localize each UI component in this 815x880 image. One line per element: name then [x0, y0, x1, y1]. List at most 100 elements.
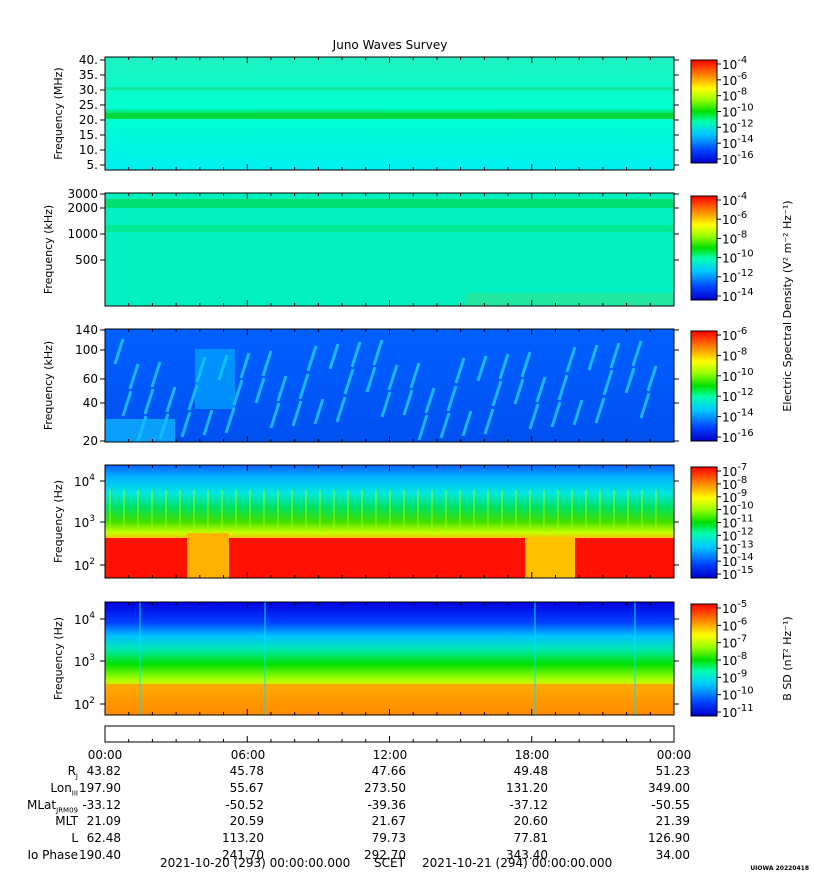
burst-streak [565, 346, 577, 373]
y-axis-label: Frequency (kHz) [42, 205, 55, 294]
ephem-value: -33.12 [82, 797, 121, 812]
cbar-tick-label: 10-5 [722, 599, 747, 616]
y-tick-label: 35. [79, 68, 98, 82]
y-tick-label: 3000 [67, 187, 98, 201]
cbar-tick-label: 10-9 [722, 668, 747, 685]
ephem-label: MLatJRM09 [27, 797, 78, 814]
ephem-value: 21.67 [371, 814, 406, 829]
low-emission [105, 419, 175, 442]
ephem-label: LonIII [50, 780, 78, 798]
cbar-tick-label: 10-6 [722, 326, 747, 343]
burst-streak [409, 362, 421, 389]
y-tick-label: 60 [83, 372, 98, 386]
cbar-tick-label: 10-12 [722, 387, 754, 404]
low-band [465, 293, 674, 306]
ephem-value: 21.39 [655, 814, 690, 829]
burst-streak [624, 367, 636, 394]
time-label: 18:00 [514, 748, 550, 762]
y-tick-label: 104 [74, 473, 95, 489]
ephem-value: 62.48 [86, 831, 121, 846]
ephem-value: 197.90 [79, 780, 121, 795]
burst-streak [528, 403, 540, 430]
burst-streak [461, 410, 473, 437]
colorbar-1 [690, 59, 718, 164]
cbar-tick-label: 10-4 [722, 191, 747, 208]
band-30mhz [105, 87, 674, 90]
y-tick-label: 102 [74, 696, 95, 712]
y-tick-label: 10. [79, 143, 98, 157]
cbar-tick-label: 10-8 [722, 651, 747, 668]
y-tick-label: 100 [75, 343, 98, 357]
ephem-label: RJ [67, 764, 78, 781]
gap-2 [525, 537, 575, 578]
burst-streak [343, 368, 355, 395]
burst-streak [483, 408, 495, 435]
burst-streak [328, 343, 340, 370]
ephem-value: 126.90 [648, 831, 690, 846]
spectrogram-2 [105, 193, 674, 306]
panel-3: 140 100 60 40 20 Frequency (kHz) 10-6 10-8 10-10… [42, 323, 754, 448]
burst-streak [491, 380, 503, 407]
cbar-tick-label: 10-16 [722, 428, 754, 445]
burst-streak [350, 341, 362, 368]
burst-streak [121, 390, 133, 417]
y-tick-label: 15. [79, 128, 98, 142]
ephem-value: 273.50 [364, 780, 406, 795]
ephem-value: 49.48 [513, 764, 548, 778]
ephem-value: 43.82 [86, 764, 121, 778]
ephem-value: 45.78 [229, 764, 264, 778]
emission-patch [195, 349, 235, 409]
footer-scet: SCET [374, 856, 405, 870]
ephem-value: 292.70 [364, 848, 406, 862]
burst-streak [609, 342, 621, 369]
y-tick-label: 40 [83, 396, 98, 410]
burst-streak [276, 375, 288, 402]
ephem-value: 190.40 [79, 848, 121, 862]
burst-streak [254, 377, 266, 404]
ephem-value: 55.67 [229, 780, 264, 795]
burst-streak [165, 386, 177, 413]
y-tick-label: 104 [74, 611, 95, 627]
footer-start: 2021-10-20 (293) 00:00:00.000 [160, 856, 351, 870]
colorbar-label: B SD (nT² Hz⁻¹) [781, 616, 794, 700]
y-tick-label: 40. [79, 53, 98, 67]
cbar-tick-label: 10-6 [722, 71, 747, 88]
burst-streak [335, 396, 347, 423]
cbar-tick-label: 10-16 [722, 150, 754, 167]
burst-streak [631, 340, 643, 367]
burst-streak [113, 338, 125, 365]
cbar-tick-label: 10-14 [722, 134, 754, 151]
cbar-tick-label: 10-10 [722, 249, 754, 266]
credit-label: UIOWA 20220418 [750, 865, 809, 872]
burst-streak [572, 399, 584, 426]
y-tick-label: 103 [74, 514, 95, 530]
burst-streak [594, 397, 606, 424]
burst-streak [550, 401, 562, 428]
band-1mhz [105, 225, 674, 232]
cbar-tick-label: 10-15 [722, 565, 754, 582]
y-tick-label: 102 [74, 557, 95, 573]
burst-streak [150, 361, 162, 388]
y-tick-label: 500 [75, 253, 98, 267]
cbar-tick-label: 10-10 [722, 103, 754, 120]
burst-streak [269, 402, 281, 429]
ephem-value: -50.52 [225, 797, 264, 812]
time-label: 12:00 [372, 748, 408, 762]
y-tick-label: 103 [74, 653, 95, 669]
cbar-tick-label: 10-12 [722, 268, 754, 285]
burst-streak [498, 353, 510, 380]
panel-1: 40.35.30.25.20.15.10.5. Frequency (MHz) 10… [52, 53, 754, 172]
burst-streak [128, 363, 140, 390]
y-tick-label: 25. [79, 98, 98, 112]
burst-streak [180, 411, 192, 438]
burst-streak [387, 364, 399, 391]
burst-streak [417, 414, 429, 441]
colorbar-5 [690, 603, 718, 717]
ephem-value: 113.20 [222, 831, 264, 846]
cbar-tick-label: 10-8 [722, 87, 747, 104]
cbar-tick-label: 10-10 [722, 367, 754, 384]
ephem-value: 20.59 [229, 814, 264, 829]
